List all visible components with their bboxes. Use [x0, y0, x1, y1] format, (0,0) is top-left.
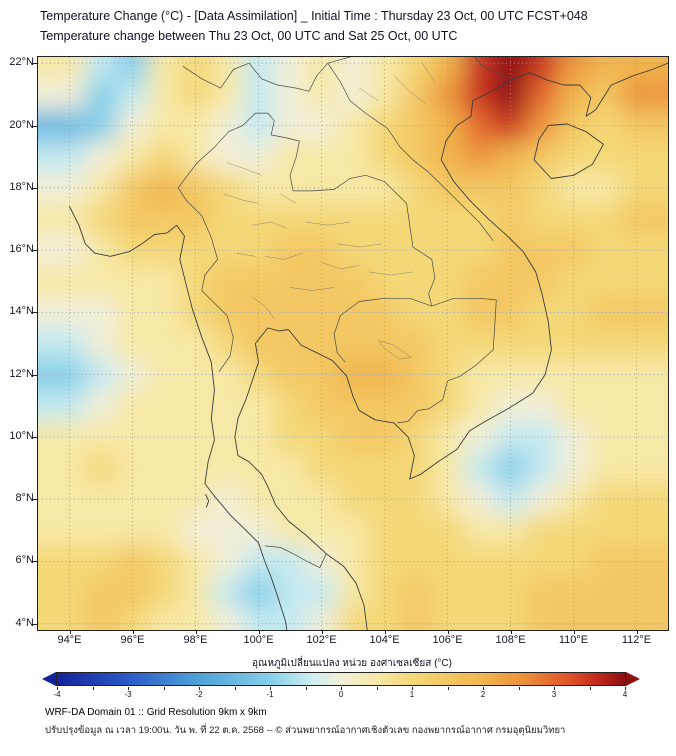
colorbar-gradient	[56, 672, 626, 686]
colorbar-tick-mark	[412, 687, 413, 690]
y-axis-label: 22°N	[9, 56, 34, 69]
temperature-change-map	[38, 57, 668, 630]
colorbar-tick-mark	[234, 687, 236, 690]
x-axis-label: 110°E	[558, 634, 589, 646]
y-axis-tick	[32, 187, 37, 189]
colorbar-tick-mark	[483, 687, 484, 690]
x-axis-label: 96°E	[120, 634, 145, 646]
y-axis-label: 18°N	[9, 180, 34, 193]
colorbar-tick-mark	[625, 687, 626, 690]
y-axis-label: 4°N	[15, 616, 34, 629]
colorbar-tick-label: -1	[266, 690, 274, 699]
y-axis-tick	[32, 623, 37, 625]
colorbar-tick-label: -2	[195, 690, 203, 699]
y-axis-tick	[32, 125, 37, 127]
colorbar-tick-mark	[270, 687, 271, 690]
map-frame	[37, 56, 669, 631]
x-axis-label: 108°E	[495, 634, 526, 646]
footer-domain-info: WRF-DA Domain 01 :: Grid Resolution 9km …	[45, 707, 267, 718]
y-axis-label: 8°N	[15, 492, 34, 505]
x-axis-tick	[195, 630, 197, 634]
x-axis-tick	[384, 630, 386, 634]
x-axis-tick	[258, 630, 260, 634]
colorbar-tick-mark	[57, 687, 58, 690]
x-axis-label: 112°E	[621, 634, 652, 646]
y-axis-tick	[32, 312, 37, 314]
coastline-layer	[69, 57, 668, 630]
colorbar-tick-label: 2	[480, 690, 486, 699]
colorbar-tick-label: 3	[551, 690, 557, 699]
colorbar-tick-label: 1	[409, 690, 415, 699]
colorbar-tick-mark	[128, 687, 129, 690]
y-axis-tick	[32, 374, 37, 376]
map-title: Temperature Change (°C) - [Data Assimila…	[40, 9, 588, 23]
x-axis-tick	[510, 630, 512, 634]
colorbar-tick-mark	[92, 687, 94, 690]
x-axis-tick	[636, 630, 638, 634]
colorbar-label: อุณหภูมิเปลี่ยนแปลง หน่วย องศาเซลเซียส (…	[252, 658, 452, 669]
x-axis-label: 106°E	[432, 634, 463, 646]
colorbar-tick-label: -3	[124, 690, 132, 699]
colorbar-right-arrow	[626, 672, 640, 686]
graticule-layer	[38, 57, 668, 630]
colorbar-tick-mark	[518, 687, 520, 690]
footer-update-info: ปรับปรุงข้อมูล ณ เวลา 19:00น. วัน พ. ที่…	[45, 725, 566, 736]
map-subtitle: Temperature change between Thu 23 Oct, 0…	[40, 29, 458, 43]
colorbar-tick-mark	[163, 687, 165, 690]
colorbar-tick-mark	[199, 687, 200, 690]
colorbar-tick-mark	[447, 687, 449, 690]
colorbar-tick-mark	[341, 687, 342, 690]
colorbar-tick-mark	[554, 687, 555, 690]
colorbar-tick-label: -4	[53, 690, 61, 699]
heatmap-layer	[38, 57, 668, 630]
x-axis-label: 94°E	[57, 634, 82, 646]
x-axis-label: 98°E	[183, 634, 208, 646]
colorbar-left-arrow	[42, 672, 56, 686]
colorbar-tick-label: 0	[338, 690, 344, 699]
y-axis-tick	[32, 63, 37, 65]
y-axis-label: 10°N	[9, 429, 34, 442]
y-axis-label: 20°N	[9, 118, 34, 131]
colorbar-tick-mark	[589, 687, 591, 690]
x-axis-label: 100°E	[243, 634, 274, 646]
x-axis-tick	[447, 630, 449, 634]
y-axis-tick	[32, 561, 37, 563]
x-axis-tick	[132, 630, 134, 634]
y-axis-label: 6°N	[15, 554, 34, 567]
colorbar-tick-label: 4	[622, 690, 628, 699]
y-axis-tick	[32, 436, 37, 438]
y-axis-tick	[32, 250, 37, 252]
x-axis-label: 102°E	[306, 634, 337, 646]
x-axis-tick	[573, 630, 575, 634]
y-axis-tick	[32, 499, 37, 501]
x-axis-label: 104°E	[369, 634, 400, 646]
y-axis-label: 16°N	[9, 243, 34, 256]
x-axis-tick	[321, 630, 323, 634]
colorbar-tick-mark	[305, 687, 307, 690]
y-axis-label: 12°N	[9, 367, 34, 380]
x-axis-tick	[69, 630, 71, 634]
y-axis-label: 14°N	[9, 305, 34, 318]
colorbar-tick-mark	[376, 687, 378, 690]
colorbar	[42, 672, 640, 686]
